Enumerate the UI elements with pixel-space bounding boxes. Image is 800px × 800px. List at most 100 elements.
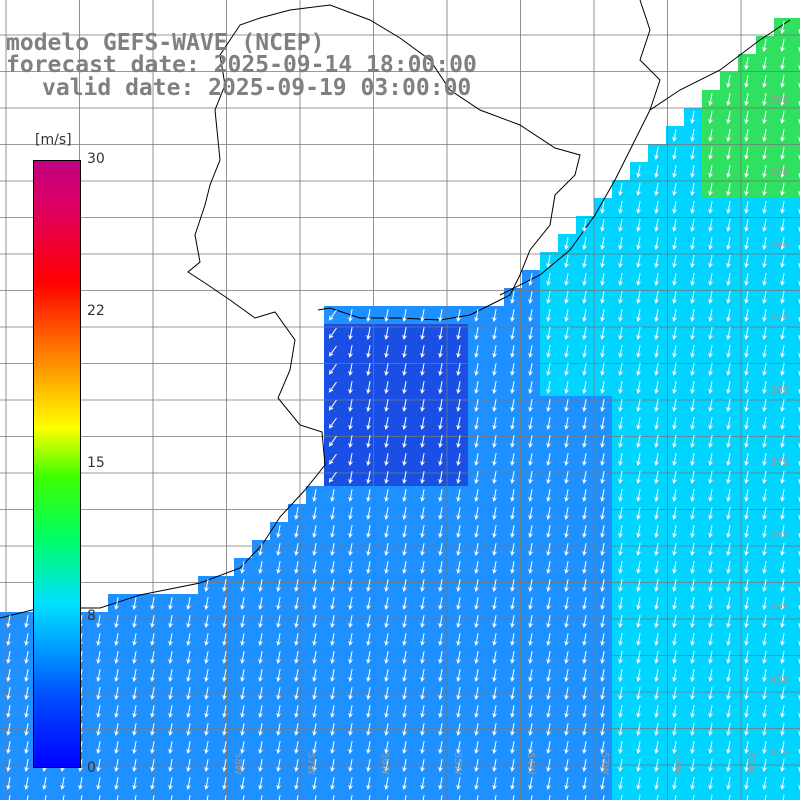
wind-arrow bbox=[528, 633, 533, 646]
wind-arrow bbox=[708, 633, 713, 646]
wind-arrow bbox=[330, 561, 335, 574]
wind-arrow bbox=[402, 651, 407, 664]
wind-arrow bbox=[510, 741, 515, 754]
wind-arrow bbox=[510, 327, 515, 340]
colorbar-tick: 30 bbox=[87, 151, 105, 167]
wind-arrow bbox=[690, 543, 695, 556]
wind-arrow bbox=[474, 741, 479, 754]
wind-arrow bbox=[636, 273, 641, 286]
wind-arrow bbox=[726, 741, 731, 754]
wind-arrow bbox=[510, 453, 515, 466]
wind-arrow bbox=[654, 471, 659, 484]
wind-arrow bbox=[492, 741, 497, 754]
wind-arrow bbox=[204, 723, 209, 736]
wind-cell bbox=[378, 792, 396, 800]
wind-arrow bbox=[618, 777, 623, 790]
wind-cell bbox=[792, 738, 800, 756]
wind-arrow bbox=[330, 687, 335, 700]
wind-arrow bbox=[402, 525, 407, 538]
wind-arrow bbox=[258, 777, 263, 790]
wind-cell bbox=[702, 792, 720, 800]
wind-cell bbox=[54, 792, 72, 800]
lat-label: 38S bbox=[770, 530, 789, 541]
wind-arrow bbox=[510, 525, 515, 538]
wind-arrow bbox=[744, 669, 749, 682]
wind-arrow bbox=[204, 615, 209, 628]
wind-cell bbox=[792, 18, 800, 36]
wind-arrow bbox=[78, 759, 83, 772]
wind-arrow bbox=[350, 795, 353, 800]
wind-arrow bbox=[564, 525, 569, 538]
wind-arrow bbox=[674, 795, 677, 800]
wind-arrow bbox=[708, 759, 713, 772]
wind-arrow bbox=[188, 795, 191, 800]
wind-arrow bbox=[312, 669, 317, 682]
wind-arrow bbox=[384, 381, 389, 394]
wind-arrow bbox=[150, 741, 155, 754]
wind-cell bbox=[792, 90, 800, 108]
wind-arrow bbox=[762, 75, 767, 88]
wind-arrow bbox=[440, 795, 443, 800]
wind-arrow bbox=[672, 705, 677, 718]
wind-arrow bbox=[512, 795, 515, 800]
wind-arrow bbox=[168, 687, 173, 700]
wind-arrow bbox=[348, 453, 353, 466]
wind-arrow bbox=[384, 453, 389, 466]
wind-cell bbox=[648, 792, 666, 800]
wind-arrow bbox=[420, 651, 425, 664]
wind-arrow bbox=[474, 759, 479, 772]
wind-arrow bbox=[762, 489, 767, 502]
wind-arrow bbox=[204, 741, 209, 754]
wind-arrow bbox=[186, 705, 191, 718]
wind-cell bbox=[792, 504, 800, 522]
wind-arrow bbox=[582, 255, 587, 268]
wind-cell bbox=[108, 792, 126, 800]
wind-arrow bbox=[762, 39, 767, 52]
wind-arrow bbox=[780, 39, 785, 52]
wind-arrow bbox=[726, 345, 731, 358]
wind-arrow bbox=[456, 759, 461, 772]
wind-arrow bbox=[438, 471, 443, 484]
wind-arrow bbox=[744, 399, 749, 412]
wind-arrow bbox=[330, 723, 335, 736]
wind-arrow bbox=[654, 147, 659, 160]
wind-arrow bbox=[672, 723, 677, 736]
wind-arrow bbox=[618, 669, 623, 682]
wind-arrow bbox=[8, 795, 11, 800]
wind-arrow bbox=[24, 741, 29, 754]
wind-arrow bbox=[546, 345, 551, 358]
wind-arrow bbox=[456, 741, 461, 754]
wind-arrow bbox=[528, 561, 533, 574]
wind-arrow bbox=[780, 417, 785, 430]
wind-arrow bbox=[762, 345, 767, 358]
wind-cell bbox=[792, 162, 800, 180]
wind-arrow bbox=[528, 669, 533, 682]
wind-arrow bbox=[690, 363, 695, 376]
wind-arrow bbox=[582, 453, 587, 466]
wind-arrow bbox=[328, 435, 337, 447]
wind-cell bbox=[792, 180, 800, 198]
wind-arrow bbox=[654, 255, 659, 268]
wind-arrow bbox=[744, 129, 749, 142]
wind-arrow bbox=[636, 291, 641, 304]
wind-arrow bbox=[726, 777, 731, 790]
wind-arrow bbox=[762, 237, 767, 250]
wind-arrow bbox=[96, 651, 101, 664]
wind-arrow bbox=[384, 597, 389, 610]
wind-arrow bbox=[366, 471, 371, 484]
wind-arrow bbox=[654, 273, 659, 286]
wind-arrow bbox=[582, 381, 587, 394]
wind-arrow bbox=[348, 363, 353, 376]
wind-arrow bbox=[618, 525, 623, 538]
wind-arrow bbox=[708, 705, 713, 718]
wind-arrow bbox=[672, 435, 677, 448]
colorbar-tick: 8 bbox=[87, 608, 96, 624]
wind-arrow bbox=[474, 417, 479, 430]
wind-arrow bbox=[456, 345, 461, 358]
wind-arrow bbox=[618, 471, 623, 484]
wind-arrow bbox=[744, 111, 749, 124]
wind-arrow bbox=[618, 723, 623, 736]
wind-arrow bbox=[708, 687, 713, 700]
wind-arrow bbox=[528, 579, 533, 592]
wind-cell bbox=[720, 792, 738, 800]
